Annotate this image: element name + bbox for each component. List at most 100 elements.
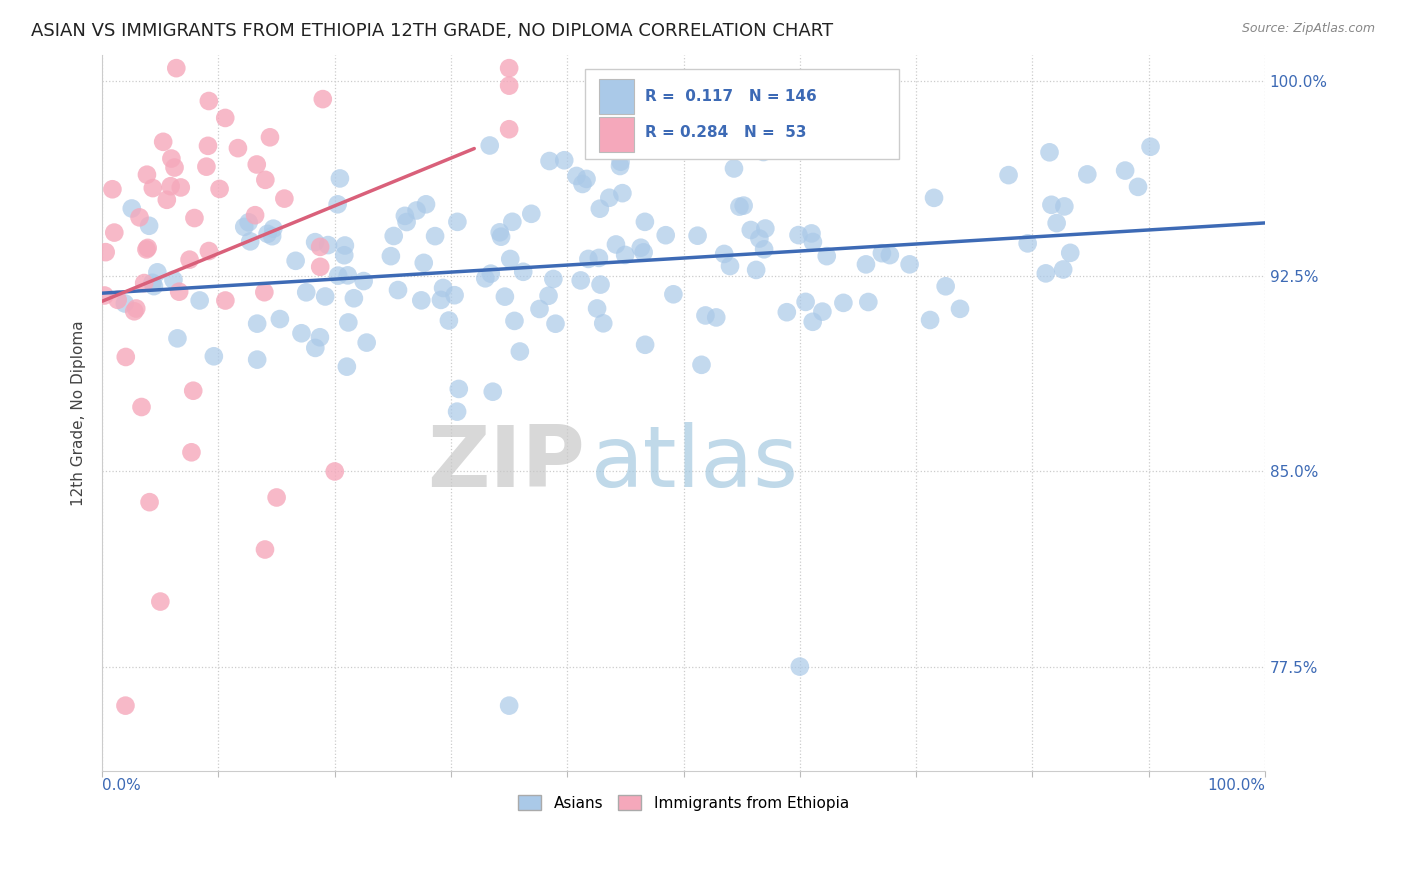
Point — [170, 180, 193, 194]
Point — [776, 305, 799, 319]
Point — [494, 290, 516, 304]
FancyBboxPatch shape — [599, 79, 634, 114]
Point — [160, 152, 183, 166]
Point — [333, 248, 356, 262]
Point — [304, 235, 326, 249]
Point — [690, 358, 713, 372]
Point — [149, 594, 172, 608]
Text: 100.0%: 100.0% — [1206, 778, 1265, 793]
Point — [870, 246, 893, 260]
Point — [740, 223, 762, 237]
Point — [512, 265, 534, 279]
Point — [394, 209, 416, 223]
Point — [662, 287, 685, 301]
Point — [353, 274, 375, 288]
Point — [253, 542, 276, 557]
Point — [412, 256, 434, 270]
Point — [181, 384, 204, 398]
Point — [165, 61, 187, 75]
Point — [411, 293, 433, 308]
Text: atlas: atlas — [591, 422, 799, 505]
Point — [499, 252, 522, 266]
Point — [1114, 163, 1136, 178]
Point — [138, 495, 160, 509]
Point — [290, 326, 312, 341]
Point — [380, 249, 402, 263]
Point — [520, 207, 543, 221]
Point — [195, 160, 218, 174]
Point — [309, 240, 332, 254]
Text: ZIP: ZIP — [427, 422, 585, 505]
Point — [478, 138, 501, 153]
Point — [704, 310, 727, 325]
Point — [630, 241, 652, 255]
Point — [612, 186, 634, 201]
Point — [273, 192, 295, 206]
Point — [446, 404, 468, 418]
Point — [920, 313, 942, 327]
Point — [949, 301, 972, 316]
Point — [198, 244, 221, 258]
Point — [295, 285, 318, 300]
Point — [569, 273, 592, 287]
Point — [198, 94, 221, 108]
Point — [93, 288, 115, 302]
Point — [152, 135, 174, 149]
Point — [789, 659, 811, 673]
Point — [159, 179, 181, 194]
Point — [1053, 199, 1076, 213]
Point — [309, 260, 332, 274]
Point — [226, 141, 249, 155]
Point — [489, 229, 512, 244]
Point — [125, 301, 148, 316]
Point — [498, 61, 520, 75]
Point — [709, 124, 731, 138]
Point — [136, 168, 159, 182]
Text: Source: ZipAtlas.com: Source: ZipAtlas.com — [1241, 22, 1375, 36]
Point — [316, 238, 339, 252]
Point — [142, 279, 165, 293]
Point — [312, 92, 335, 106]
Point — [614, 248, 637, 262]
Point — [167, 285, 190, 299]
Point — [588, 251, 610, 265]
Point — [141, 276, 163, 290]
Point — [634, 338, 657, 352]
Point — [395, 215, 418, 229]
Point — [858, 295, 880, 310]
Point — [432, 281, 454, 295]
Point — [586, 301, 609, 316]
Point — [565, 169, 588, 183]
Point — [845, 140, 868, 154]
Point — [498, 78, 520, 93]
Point — [575, 172, 598, 186]
Point — [1046, 216, 1069, 230]
Point — [314, 289, 336, 303]
Point — [253, 285, 276, 300]
Point — [138, 219, 160, 233]
Point — [481, 384, 503, 399]
Point — [446, 215, 468, 229]
Point — [180, 445, 202, 459]
Point — [447, 382, 470, 396]
Point — [356, 335, 378, 350]
Point — [634, 215, 657, 229]
Point — [723, 161, 745, 176]
Point — [135, 243, 157, 257]
Point — [336, 359, 359, 374]
Point — [243, 208, 266, 222]
Text: 0.0%: 0.0% — [103, 778, 141, 793]
Point — [922, 191, 945, 205]
Point — [543, 272, 565, 286]
Point — [503, 314, 526, 328]
Point — [576, 252, 599, 266]
Point — [1040, 198, 1063, 212]
Legend: Asians, Immigrants from Ethiopia: Asians, Immigrants from Ethiopia — [512, 789, 855, 817]
Point — [323, 465, 346, 479]
Point — [128, 211, 150, 225]
Point — [538, 154, 561, 169]
Point — [811, 304, 834, 318]
Point — [114, 698, 136, 713]
Point — [246, 352, 269, 367]
Point — [745, 263, 768, 277]
